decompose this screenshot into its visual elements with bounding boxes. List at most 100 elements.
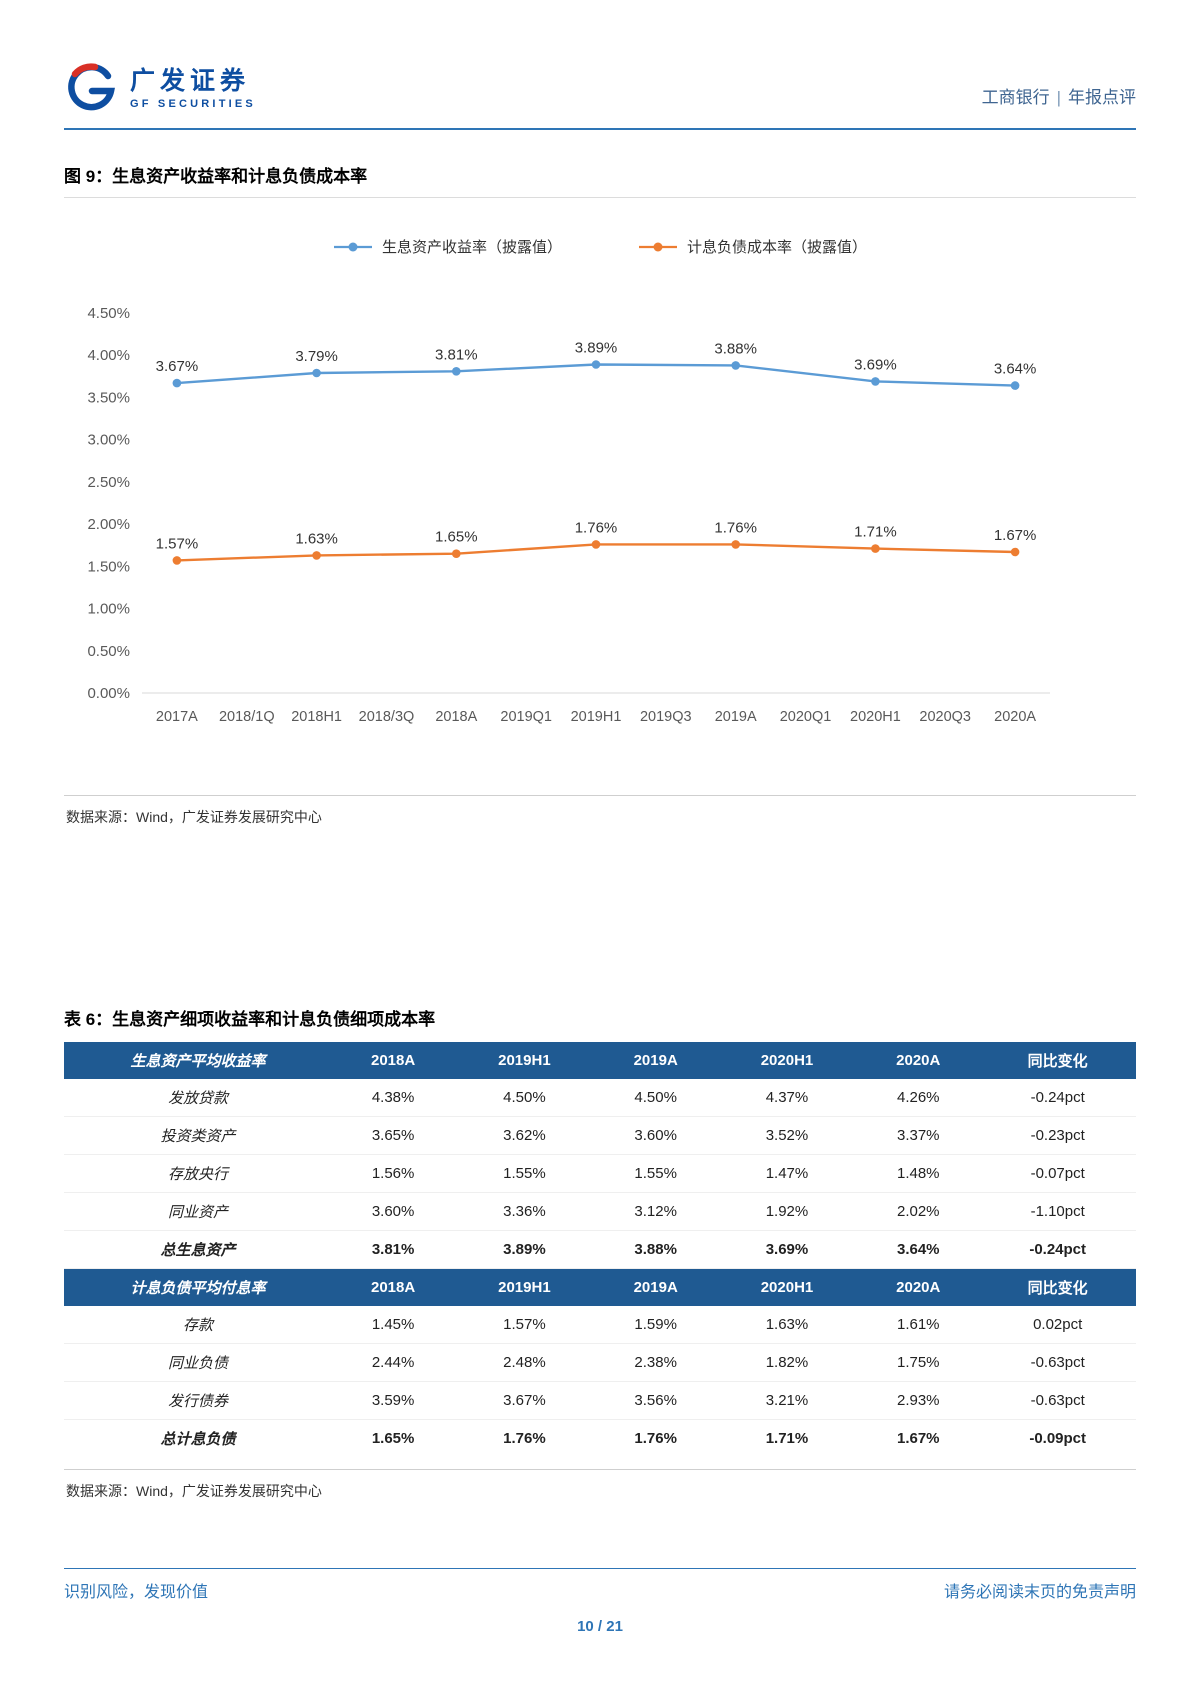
data-point-marker (871, 377, 880, 386)
cell-value: 3.59% (332, 1381, 455, 1420)
data-point-marker (871, 544, 880, 553)
table-row: 投资类资产 3.65% 3.62% 3.60% 3.52% 3.37% -0.23pct (64, 1116, 1136, 1155)
column-header: 2020A (857, 1042, 980, 1079)
x-tick-label: 2018A (435, 709, 477, 725)
column-header: 2020H1 (716, 1042, 858, 1079)
data-point-label: 1.76% (575, 519, 618, 536)
cell-value: 3.56% (594, 1381, 717, 1420)
data-point-label: 1.63% (295, 530, 338, 547)
chart-wrap: 4.50% 4.00% 3.50% 3.00% 2.50% 2.00% 1.50% 1.00%… (64, 261, 1136, 751)
y-tick-label: 1.00% (87, 601, 130, 618)
data-point-marker (172, 556, 182, 565)
y-tick-label: 3.50% (87, 389, 130, 406)
x-tick-label: 2020H1 (850, 709, 901, 725)
data-point-marker (312, 551, 321, 560)
y-tick-label: 2.00% (87, 516, 130, 533)
table-row: 同业资产 3.60% 3.36% 3.12% 1.92% 2.02% -1.10pct (64, 1192, 1136, 1231)
report-subject: 工商银行 | 年报点评 (982, 83, 1136, 116)
legend-item-1: 计息负债成本率（披露值） (638, 236, 867, 257)
column-header: 2018A (332, 1268, 455, 1306)
cell-value: 3.60% (332, 1192, 455, 1231)
row-label: 总生息资产 (64, 1230, 332, 1269)
data-point-marker (312, 368, 321, 378)
data-point-marker (452, 367, 461, 376)
data-point-marker (731, 540, 740, 549)
column-header: 2019H1 (454, 1268, 595, 1306)
cell-value: 4.38% (332, 1079, 455, 1117)
data-point-marker (591, 540, 601, 549)
table-row: 存款 1.45% 1.57% 1.59% 1.63% 1.61% 0.02pct (64, 1306, 1136, 1344)
cell-value: 1.82% (716, 1343, 858, 1382)
table-section-header-1: 计息负债平均付息率 2018A 2019H1 2019A 2020H1 2020A 同比变化 (64, 1268, 1136, 1306)
cell-value: 1.63% (716, 1306, 858, 1344)
x-tick-label: 2018H1 (291, 709, 342, 725)
cell-value: 1.47% (716, 1154, 858, 1193)
row-label: 同业资产 (64, 1192, 332, 1231)
cell-value: 1.48% (857, 1154, 980, 1193)
subject-company: 工商银行 (981, 88, 1050, 107)
cell-value: 3.62% (454, 1116, 595, 1155)
table-row: 存放央行 1.56% 1.55% 1.55% 1.47% 1.48% -0.07pct (64, 1154, 1136, 1193)
row-label: 存款 (64, 1306, 332, 1344)
table-source: 数据来源：Wind，广发证券发展研究中心 (64, 1469, 1136, 1501)
cell-value: 3.37% (857, 1116, 980, 1155)
cell-value: 3.89% (454, 1230, 595, 1269)
cell-value: 3.69% (716, 1230, 858, 1269)
page-header: 广发证券 GF SECURITIES 工商银行 | 年报点评 (0, 0, 1200, 128)
legend-label: 生息资产收益率（披露值） (381, 239, 562, 256)
y-tick-label: 0.00% (87, 685, 130, 702)
legend-marker-icon (333, 242, 372, 251)
x-tick-label: 2019A (715, 709, 757, 725)
cell-value: 3.36% (454, 1192, 595, 1231)
data-point-label: 3.81% (435, 346, 478, 363)
data-point-label: 1.67% (994, 527, 1037, 544)
cell-value: 3.88% (594, 1230, 717, 1269)
brand-name-cn: 广发证券 (130, 66, 251, 95)
table-title: 表 6：生息资产细项收益率和计息负债细项成本率 (64, 1010, 436, 1029)
footer-right-disclaimer: 请务必阅读末页的免责声明 (943, 1584, 1136, 1601)
header-divider (64, 128, 1136, 130)
x-tick-label: 2020Q3 (919, 709, 971, 725)
column-header: 同比变化 (979, 1042, 1136, 1079)
gf-logo-icon (68, 63, 115, 111)
data-point-label: 3.67% (156, 358, 199, 375)
figure-title: 图 9：生息资产收益率和计息负债成本率 (64, 162, 1136, 198)
cell-value: 1.55% (454, 1154, 595, 1193)
cell-value: 3.12% (594, 1192, 717, 1231)
legend-marker-icon (639, 242, 677, 251)
rates-table: 生息资产平均收益率 2018A 2019H1 2019A 2020H1 2020A 同比变化… (64, 1042, 1136, 1457)
cell-value: 2.38% (594, 1343, 717, 1382)
x-tick-label: 2018/1Q (219, 709, 275, 725)
cell-value: 1.55% (594, 1154, 717, 1193)
page-content: 图 9：生息资产收益率和计息负债成本率 生息资产收益率（披露值） 计息负债成本率（… (0, 162, 1200, 1501)
x-tick-label: 2019Q3 (640, 709, 692, 725)
table-section-header-0: 生息资产平均收益率 2018A 2019H1 2019A 2020H1 2020A 同比变化 (64, 1042, 1136, 1079)
cell-value: 1.92% (716, 1192, 858, 1231)
cell-value: 1.59% (594, 1306, 717, 1344)
data-point-label: 3.69% (854, 356, 897, 373)
brand-text: 广发证券 GF SECURITIES (130, 66, 256, 111)
cell-value: 1.65% (371, 1430, 415, 1447)
cell-value: 1.45% (332, 1306, 455, 1344)
cell-value: 3.60% (594, 1116, 717, 1155)
column-header: 2020A (857, 1268, 980, 1306)
yield-cost-line-chart: 4.50% 4.00% 3.50% 3.00% 2.50% 2.00% 1.50% 1.00%… (87, 305, 1050, 725)
y-tick-label: 4.50% (87, 305, 130, 322)
cell-value: 1.67% (896, 1430, 940, 1447)
cell-value: 4.37% (716, 1079, 858, 1117)
cell-value: -0.09pct (1029, 1430, 1087, 1447)
legend-item-0: 生息资产收益率（披露值） (333, 236, 562, 257)
table-total-row: 总生息资产 3.81% 3.89% 3.88% 3.69% 3.64% -0.24pct (64, 1230, 1136, 1269)
cell-value: 3.52% (716, 1116, 858, 1155)
data-point-label: 1.57% (156, 535, 199, 552)
data-point-label: 1.76% (714, 519, 757, 536)
column-header: 2019H1 (454, 1042, 595, 1079)
subject-separator: | (1056, 88, 1061, 107)
row-label: 同业负债 (64, 1343, 332, 1382)
x-tick-label: 2020A (994, 709, 1036, 725)
figure-block: 图 9：生息资产收益率和计息负债成本率 生息资产收益率（披露值） 计息负债成本率（… (64, 162, 1136, 827)
y-tick-label: 0.50% (87, 643, 130, 660)
cell-value: 2.48% (454, 1343, 595, 1382)
page-footer: 识别风险，发现价值 请务必阅读末页的免责声明 (64, 1568, 1136, 1602)
